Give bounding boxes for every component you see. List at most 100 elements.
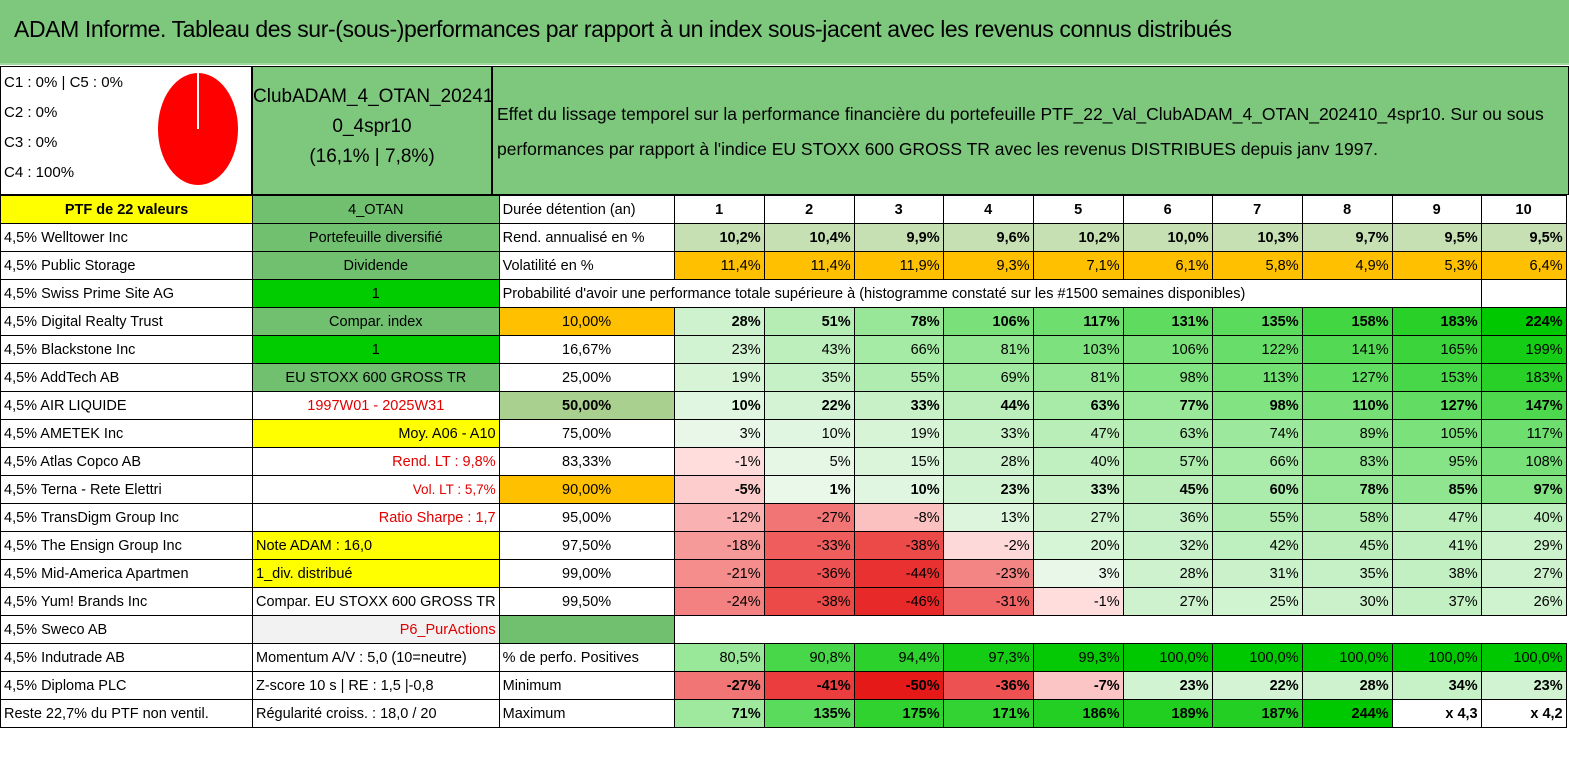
probability-value: 95% — [1391, 447, 1482, 476]
info-value-2: 1 — [252, 335, 500, 364]
probability-level: 97,50% — [498, 531, 675, 560]
probability-value: 15% — [853, 447, 944, 476]
info-vol-lt: Vol. LT : 5,7% — [252, 475, 500, 504]
info-portfolio-type: Portefeuille diversifié — [252, 223, 500, 252]
positives-value: 100,0% — [1122, 643, 1213, 672]
empty-cell — [674, 616, 1566, 644]
year-header-2: 2 — [763, 195, 855, 224]
probability-value: 57% — [1122, 447, 1213, 476]
probability-value: 183% — [1480, 363, 1567, 392]
info-compar-index: Compar. index — [252, 307, 500, 336]
probability-value: 30% — [1301, 587, 1393, 616]
positives-value: 100,0% — [1391, 643, 1482, 672]
probability-level: 99,00% — [498, 559, 675, 588]
legend-c3: C3 : 0% — [4, 134, 58, 151]
probability-value: 47% — [1032, 419, 1124, 448]
info-index-name: EU STOXX 600 GROSS TR — [252, 363, 500, 392]
holding-row-label: 4,5% Swiss Prime Site AG — [0, 279, 253, 308]
holding-row-label: 4,5% TransDigm Group Inc — [0, 503, 253, 532]
probability-value: 33% — [1032, 475, 1124, 504]
probability-value: 127% — [1391, 391, 1482, 420]
info-value-1: 1 — [252, 279, 500, 308]
probability-value: 110% — [1301, 391, 1393, 420]
probability-value: 28% — [942, 447, 1034, 476]
positives-value: 100,0% — [1480, 643, 1567, 672]
year-header-6: 6 — [1122, 195, 1213, 224]
prob-title-row: 4,5% Swiss Prime Site AG 1 Probabilité d'a… — [0, 279, 1567, 308]
positives-value: 97,3% — [942, 643, 1034, 672]
vol-value: 6,4% — [1480, 251, 1567, 280]
max-value: x 4,3 — [1391, 699, 1482, 728]
probability-value: 37% — [1391, 587, 1482, 616]
vol-value: 7,1% — [1032, 251, 1124, 280]
info-theme: 4_OTAN — [252, 195, 500, 224]
probability-value: 33% — [853, 391, 944, 420]
probability-value: 63% — [1122, 419, 1213, 448]
positives-label: % de perfo. Positives — [498, 643, 675, 672]
probability-value: 98% — [1211, 391, 1303, 420]
probability-value: 38% — [1391, 559, 1482, 588]
probability-value: 32% — [1122, 531, 1213, 560]
probability-value: 28% — [673, 307, 765, 336]
probability-row: 4,5% Blackstone Inc 1 16,67% 23% 43% 66% 81% 10… — [0, 335, 1567, 364]
min-row: 4,5% Diploma PLC Z-score 10 s | RE : 1,5 … — [0, 671, 1567, 700]
vol-value: 9,3% — [942, 251, 1034, 280]
probability-value: -12% — [673, 503, 765, 532]
probability-value: 113% — [1211, 363, 1303, 392]
holding-row-label: Reste 22,7% du PTF non ventil. — [0, 699, 253, 728]
info-average: Moy. A06 - A10 — [252, 419, 500, 448]
vol-value: 11,9% — [853, 251, 944, 280]
probability-value: -44% — [853, 559, 944, 588]
probability-value: 135% — [1211, 307, 1303, 336]
probability-value: 77% — [1122, 391, 1213, 420]
probability-value: 58% — [1301, 503, 1393, 532]
probability-value: -8% — [853, 503, 944, 532]
rend-value: 10,0% — [1122, 223, 1213, 252]
year-header-10: 10 — [1480, 195, 1567, 224]
probability-level: 83,33% — [498, 447, 675, 476]
max-label: Maximum — [498, 699, 675, 728]
probability-value: 89% — [1301, 419, 1393, 448]
year-header-4: 4 — [942, 195, 1034, 224]
min-value: -27% — [673, 671, 765, 700]
probability-value: 33% — [942, 419, 1034, 448]
performance-table: PTF de 22 valeurs 4_OTAN Durée détention (… — [0, 195, 1567, 728]
holding-row-label: 4,5% Blackstone Inc — [0, 335, 253, 364]
category-pie-chart — [156, 71, 240, 187]
probability-value: 199% — [1480, 335, 1567, 364]
probability-value: 117% — [1480, 419, 1567, 448]
probability-value: -24% — [673, 587, 765, 616]
sweco-row: 4,5% Sweco AB P6_PurActions — [0, 615, 1567, 644]
holding-row-label: 4,5% Atlas Copco AB — [0, 447, 253, 476]
vol-value: 5,8% — [1211, 251, 1303, 280]
portfolio-perf: (16,1% | 7,8%) — [309, 146, 435, 167]
max-value: 189% — [1122, 699, 1213, 728]
probability-value: 165% — [1391, 335, 1482, 364]
min-value: 28% — [1301, 671, 1393, 700]
probability-value: -18% — [673, 531, 765, 560]
holding-row-label: 4,5% The Ensign Group Inc — [0, 531, 253, 560]
max-value: 187% — [1211, 699, 1303, 728]
probability-row: 4,5% Yum! Brands Inc Compar. EU STOXX 600… — [0, 587, 1567, 616]
probability-value: 28% — [1122, 559, 1213, 588]
probability-value: 22% — [763, 391, 855, 420]
probability-value: 27% — [1480, 559, 1567, 588]
probability-value: 108% — [1480, 447, 1567, 476]
rend-value: 10,2% — [673, 223, 765, 252]
positives-value: 100,0% — [1301, 643, 1393, 672]
info-rend-lt: Rend. LT : 9,8% — [252, 447, 500, 476]
max-value: 175% — [853, 699, 944, 728]
vol-label: Volatilité en % — [498, 251, 675, 280]
probability-value: 41% — [1391, 531, 1482, 560]
probability-value: 122% — [1211, 335, 1303, 364]
probability-value: -21% — [673, 559, 765, 588]
probability-value: 19% — [673, 363, 765, 392]
probability-value: 153% — [1391, 363, 1482, 392]
legend-c1-c5: C1 : 0% | C5 : 0% — [4, 74, 123, 91]
min-value: 23% — [1480, 671, 1567, 700]
max-row: Reste 22,7% du PTF non ventil. Régularité… — [0, 699, 1567, 728]
vol-value: 4,9% — [1301, 251, 1393, 280]
page-title: ADAM Informe. Tableau des sur-(sous-)per… — [14, 16, 1232, 42]
probability-value: 147% — [1480, 391, 1567, 420]
probability-value: 106% — [942, 307, 1034, 336]
